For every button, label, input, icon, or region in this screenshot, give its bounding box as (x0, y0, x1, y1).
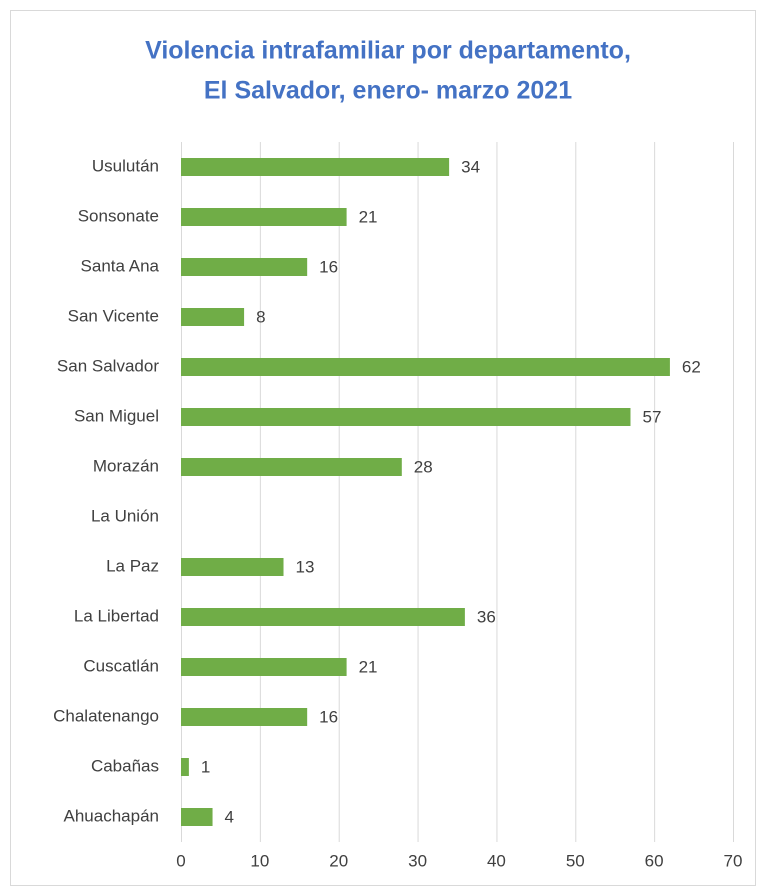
bar (181, 558, 284, 576)
data-label: 28 (414, 457, 433, 476)
y-tick-label: Cuscatlán (83, 656, 159, 675)
x-tick-label: 20 (329, 851, 348, 870)
bar (181, 658, 347, 676)
data-label: 21 (359, 657, 378, 676)
bar (181, 358, 670, 376)
y-tick-label: Sonsonate (78, 206, 159, 225)
data-label: 8 (256, 307, 265, 326)
data-label: 13 (296, 557, 315, 576)
bar (181, 808, 213, 826)
bar (181, 158, 450, 176)
data-label: 36 (477, 607, 496, 626)
data-label: 1 (201, 757, 210, 776)
y-tick-label: San Miguel (74, 406, 159, 425)
x-tick-label: 70 (724, 851, 743, 870)
chart-border (10, 10, 756, 886)
data-label: 34 (461, 157, 480, 176)
y-tick-label: Santa Ana (81, 256, 160, 275)
y-tick-label: San Vicente (68, 306, 159, 325)
bar (181, 708, 308, 726)
x-tick-label: 60 (645, 851, 664, 870)
data-label: 16 (319, 707, 338, 726)
data-label: 21 (359, 207, 378, 226)
bar (181, 308, 245, 326)
bar (181, 408, 631, 426)
bar (181, 258, 308, 276)
x-tick-label: 0 (176, 851, 185, 870)
x-tick-label: 40 (487, 851, 506, 870)
y-tick-label: Cabañas (91, 756, 159, 775)
bar (181, 608, 465, 626)
y-tick-label: La Unión (91, 506, 159, 525)
y-tick-label: Chalatenango (53, 706, 159, 725)
y-tick-label: Ahuachapán (64, 806, 159, 825)
y-tick-label: Morazán (93, 456, 159, 475)
data-label: 57 (642, 407, 661, 426)
chart-title: El Salvador, enero- marzo 2021 (204, 77, 572, 105)
data-label: 62 (682, 357, 701, 376)
bar (181, 458, 402, 476)
x-tick-label: 50 (566, 851, 585, 870)
bar (181, 758, 189, 776)
y-tick-label: Usulután (92, 156, 159, 175)
y-tick-label: San Salvador (57, 356, 159, 375)
x-tick-label: 10 (250, 851, 269, 870)
y-tick-label: La Libertad (74, 606, 159, 625)
bar (181, 208, 347, 226)
y-tick-label: La Paz (106, 556, 159, 575)
chart-title: Violencia intrafamiliar por departamento… (145, 37, 631, 65)
data-label: 16 (319, 257, 338, 276)
x-tick-label: 30 (408, 851, 427, 870)
data-label: 4 (225, 807, 234, 826)
